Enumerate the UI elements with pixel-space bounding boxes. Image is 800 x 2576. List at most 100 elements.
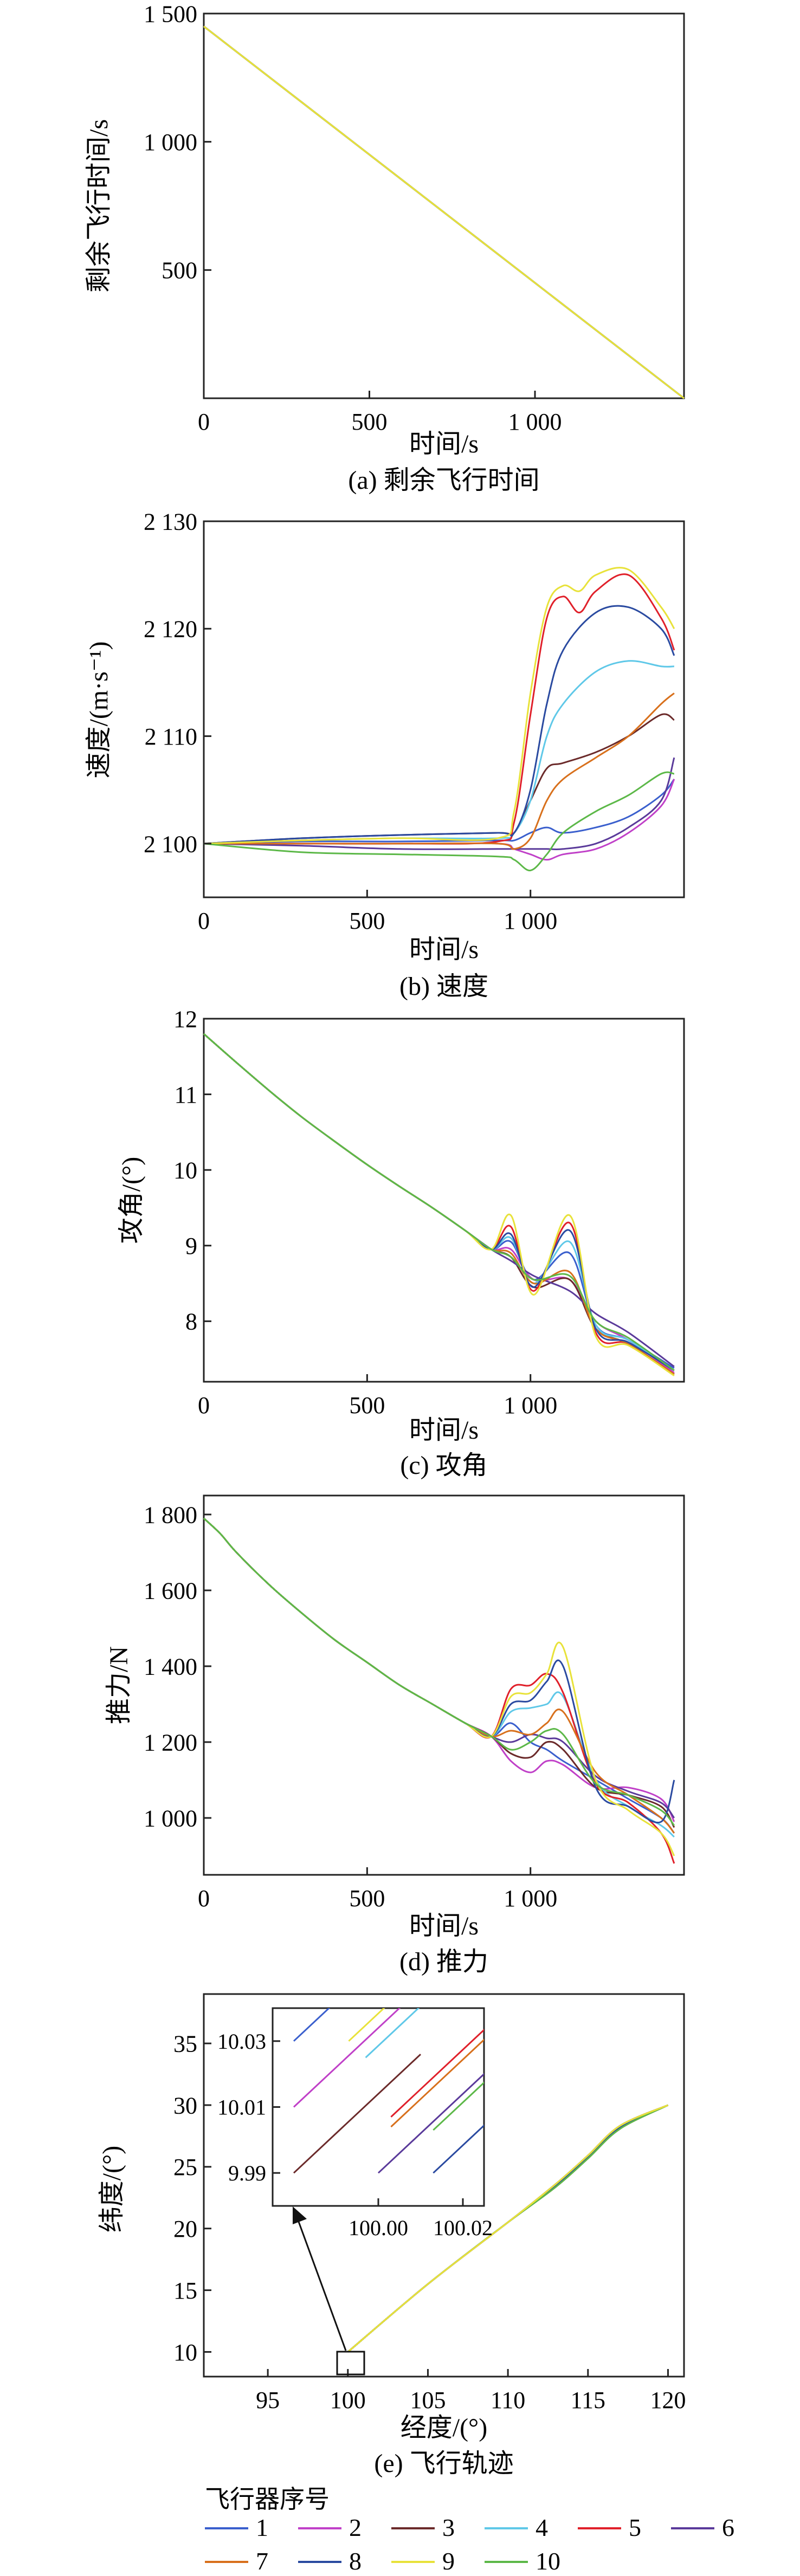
y-tick-label: 1 800 xyxy=(144,1501,197,1528)
y-tick-label: 1 400 xyxy=(144,1653,197,1680)
x-tick-label: 1 000 xyxy=(504,1392,557,1419)
series-line-5 xyxy=(203,1033,675,1375)
legend: 飞行器序号 1 2 3 4 5 6 7 8 9 10 xyxy=(205,2486,734,2575)
x-tick-label: 105 xyxy=(410,2387,446,2413)
series-line-9 xyxy=(203,1033,675,1377)
legend-label: 10 xyxy=(536,2547,560,2575)
y-tick-label: 2 120 xyxy=(144,616,197,643)
y-axis-label-d: 推力/N xyxy=(105,1646,133,1724)
ticks-b: 0 500 1 000 2 100 2 110 2 120 2 130 xyxy=(144,508,557,934)
y-tick-label: 2 130 xyxy=(144,508,197,535)
series-line-2 xyxy=(203,1517,675,1822)
inset-line-3 xyxy=(293,2054,422,2174)
y-axis-label-a: 剩余飞行时间/s xyxy=(85,119,113,293)
series-line-4 xyxy=(203,1033,675,1371)
series-line-7 xyxy=(204,692,675,850)
x-tick-label: 500 xyxy=(349,1885,385,1912)
series-line-10 xyxy=(203,771,675,871)
series-line-3 xyxy=(203,1033,675,1375)
axes-frame-b xyxy=(203,520,685,898)
plot-area-c xyxy=(203,1033,675,1377)
series-line-7 xyxy=(203,1517,675,1834)
x-tick-label: 0 xyxy=(198,1885,210,1912)
x-tick-label: 1 000 xyxy=(504,908,557,934)
inset-frame xyxy=(272,2007,485,2207)
y-tick-label: 12 xyxy=(173,1006,197,1032)
x-tick-label: 1 000 xyxy=(508,409,562,435)
x-tick-label: 100 xyxy=(330,2387,366,2413)
axes-frame-a xyxy=(203,12,685,399)
caption-b: (b) 速度 xyxy=(399,972,488,1001)
series-line-6 xyxy=(203,757,675,851)
y-tick-label: 15 xyxy=(173,2277,197,2304)
y-tick-label: 1 000 xyxy=(144,129,197,156)
series-line-10 xyxy=(203,1517,675,1826)
series-line-9 xyxy=(203,567,675,845)
y-tick-label: 30 xyxy=(173,2092,197,2119)
legend-label: 5 xyxy=(629,2514,641,2541)
y-tick-label: 1 600 xyxy=(144,1577,197,1604)
inset-line-6 xyxy=(377,2073,484,2174)
inset-line-9 xyxy=(348,2008,385,2042)
inset-line-1 xyxy=(293,2008,331,2042)
y-tick-label: 2 110 xyxy=(145,723,197,750)
series-line-5 xyxy=(204,573,675,845)
series-line-1 xyxy=(203,1517,675,1834)
x-axis-label-e: 经度/(°) xyxy=(401,2413,488,2442)
zoom-arrowhead xyxy=(293,2206,307,2224)
caption-a: (a) 剩余飞行时间 xyxy=(348,466,539,495)
legend-items: 1 2 3 4 5 6 7 8 9 10 xyxy=(205,2514,734,2575)
series-line-9 xyxy=(203,25,685,399)
y-tick-label: 500 xyxy=(162,257,197,284)
x-axis-label-d: 时间/s xyxy=(409,1912,479,1940)
axes-frame-d xyxy=(203,1494,685,1876)
x-axis-label-a: 时间/s xyxy=(409,430,479,458)
series-line-6 xyxy=(203,1517,675,1818)
ticks-e: 95 100 105 110 115 120 10 15 20 25 30 35 xyxy=(173,2030,686,2413)
x-tick-label: 500 xyxy=(349,908,385,934)
legend-label: 4 xyxy=(536,2514,548,2541)
series-line-8 xyxy=(203,1517,675,1824)
x-tick-label: 100.00 xyxy=(349,2216,408,2240)
series-line-6 xyxy=(203,1033,675,1368)
ticks-c: 0 500 1 000 8 9 10 11 12 xyxy=(173,1006,557,1419)
plot-area-e xyxy=(347,2104,669,2353)
y-tick-label: 10.01 xyxy=(217,2095,266,2120)
panel-a: 0 500 1 000 500 1 000 1 500 时间/s 剩余飞行时间/s (a)… xyxy=(85,1,685,495)
legend-title: 飞行器序号 xyxy=(205,2486,330,2513)
x-tick-label: 110 xyxy=(491,2387,525,2413)
legend-label: 1 xyxy=(256,2514,268,2541)
y-axis-label-b: 速度/(m·s⁻¹) xyxy=(85,641,113,778)
y-tick-label: 35 xyxy=(173,2030,197,2057)
inset-plot-area xyxy=(293,2008,484,2174)
y-axis-label-e: 纬度/(°) xyxy=(98,2146,126,2233)
y-tick-label: 25 xyxy=(173,2154,197,2180)
y-tick-label: 10.03 xyxy=(217,2029,266,2054)
legend-label: 9 xyxy=(442,2547,455,2575)
legend-label: 7 xyxy=(256,2547,268,2575)
caption-d: (d) 推力 xyxy=(399,1947,488,1976)
y-tick-label: 10 xyxy=(173,1157,197,1184)
ticks-d: 0 500 1 000 1 000 1 200 1 400 1 600 1 800 xyxy=(144,1501,557,1912)
legend-label: 2 xyxy=(349,2514,362,2541)
inset-line-10 xyxy=(433,2081,484,2131)
series-line-8 xyxy=(203,605,675,845)
y-tick-label: 8 xyxy=(185,1309,197,1335)
axes-frame-c xyxy=(203,1018,685,1383)
y-tick-label: 20 xyxy=(173,2216,197,2242)
x-tick-label: 0 xyxy=(198,409,210,435)
axes-frame-e xyxy=(203,1993,685,2378)
series-line-8 xyxy=(203,1033,675,1371)
legend-label: 8 xyxy=(349,2547,362,2575)
inset-line-5 xyxy=(390,2029,484,2118)
y-tick-label: 2 100 xyxy=(144,831,197,857)
x-tick-label: 500 xyxy=(349,1392,385,1419)
y-tick-label: 9.99 xyxy=(228,2161,266,2185)
ticks-a: 0 500 1 000 500 1 000 1 500 xyxy=(144,1,562,435)
x-tick-label: 120 xyxy=(650,2387,686,2413)
panel-c: 0 500 1 000 8 9 10 11 12 时间/s 攻角/(°) (c) 攻角 xyxy=(117,1006,685,1480)
x-axis-label-c: 时间/s xyxy=(409,1416,479,1445)
x-tick-label: 1 000 xyxy=(504,1885,557,1912)
zoom-box xyxy=(336,2351,365,2376)
